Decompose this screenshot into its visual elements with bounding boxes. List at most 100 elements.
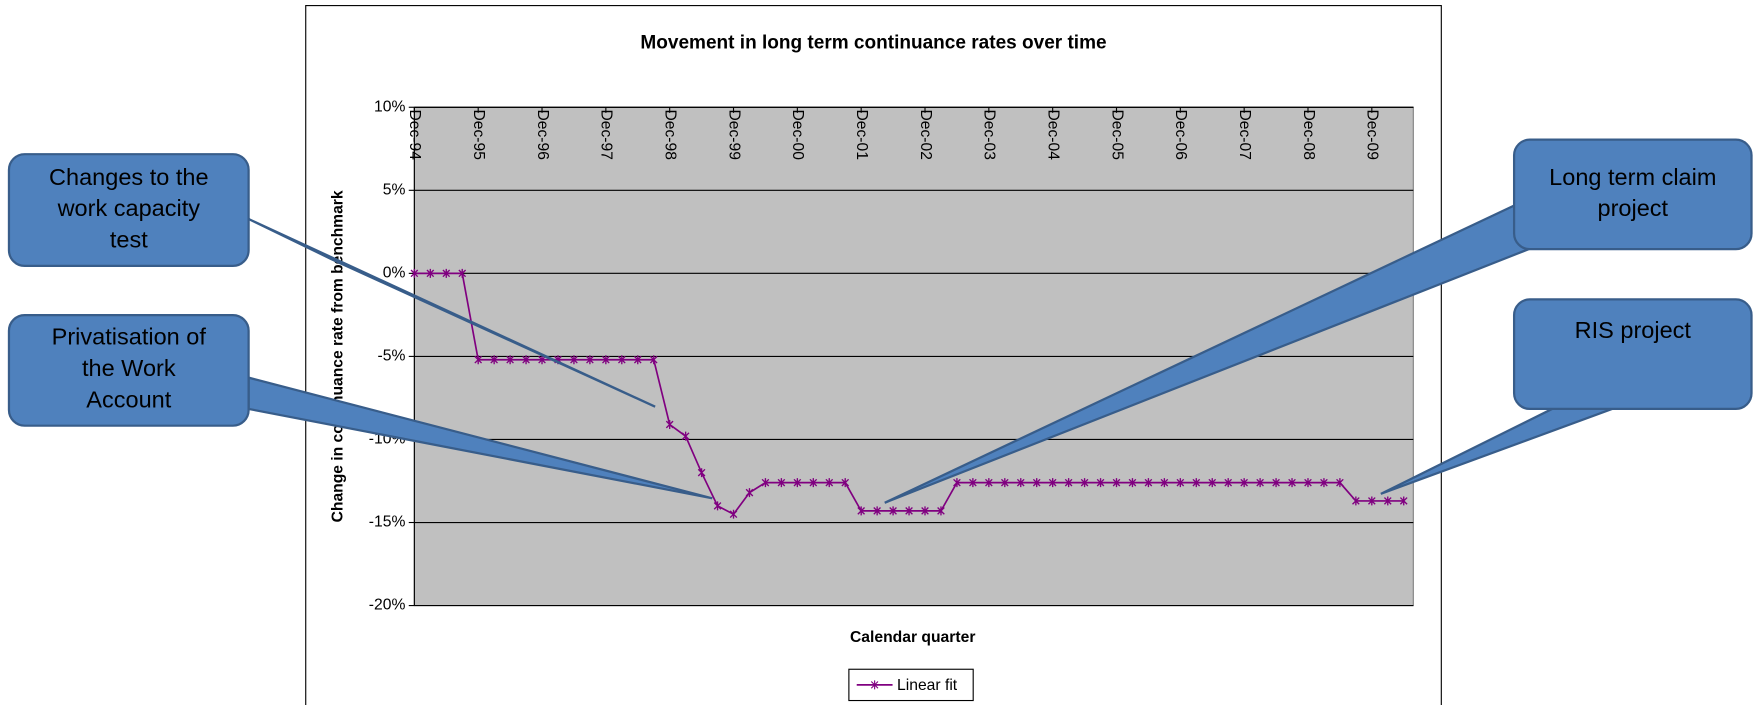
data-point [713, 501, 722, 511]
data-point [1367, 496, 1376, 506]
data-point [841, 478, 850, 488]
x-tick-label: Dec-04 [1045, 109, 1062, 160]
data-point [442, 268, 451, 278]
y-axis-label: Change in continuance rate from benchmar… [329, 190, 346, 522]
chart-title: Movement in long term continuance rates … [640, 33, 1106, 54]
legend-marker [870, 680, 879, 690]
data-point [522, 355, 530, 365]
y-tick-label: 10% [374, 98, 405, 115]
x-tick-label: Dec-00 [789, 109, 806, 160]
data-point [777, 478, 786, 488]
data-point [1399, 496, 1408, 506]
callout-box [1512, 138, 1753, 251]
data-point [506, 355, 514, 365]
data-point [570, 355, 578, 365]
data-point [665, 420, 674, 429]
callout-box [1512, 298, 1753, 411]
x-axis-label: Calendar quarter [850, 629, 975, 646]
data-point [697, 468, 706, 478]
data-point [1192, 478, 1201, 488]
data-point [1016, 478, 1025, 488]
x-tick-label: Dec-96 [534, 109, 551, 160]
x-tick-label: Dec-08 [1300, 109, 1317, 160]
data-point [1304, 478, 1312, 488]
data-point [1224, 478, 1233, 488]
callout-text: the Work [82, 355, 176, 381]
callout-text: Changes to the [49, 164, 208, 190]
data-point [793, 478, 802, 488]
legend-label: Linear fit [897, 677, 958, 694]
callout-text: RIS project [1575, 317, 1692, 343]
data-point [490, 355, 498, 365]
data-point [985, 478, 993, 488]
data-point [474, 355, 483, 365]
data-point [857, 506, 866, 516]
callout-text: project [1598, 195, 1669, 221]
data-point [1128, 478, 1137, 488]
data-point [1048, 478, 1057, 488]
x-tick-label: Dec-09 [1364, 109, 1381, 159]
data-point [873, 506, 881, 516]
data-point [1096, 478, 1105, 488]
data-point [1144, 478, 1153, 488]
callout-text: Account [86, 386, 171, 412]
data-point [1000, 478, 1009, 488]
data-point [681, 431, 690, 441]
data-point [1112, 478, 1121, 488]
data-point [617, 355, 626, 365]
data-point [921, 506, 929, 516]
data-point [1272, 478, 1280, 488]
callouts: Changes to the work capacity test Privatisa… [7, 138, 1753, 504]
callout-box [7, 153, 250, 268]
x-tick-label: Dec-02 [917, 109, 934, 159]
y-tick-label: -5% [378, 348, 406, 365]
data-point [1240, 478, 1248, 488]
data-point [410, 268, 419, 278]
x-tick-label: Dec-01 [853, 109, 870, 159]
x-tick-label: Dec-94 [406, 109, 423, 160]
data-point [633, 355, 642, 365]
x-tick-label: Dec-97 [598, 109, 615, 159]
data-point [937, 506, 945, 516]
data-point [1032, 478, 1041, 488]
data-point [649, 355, 658, 365]
data-point [602, 355, 610, 365]
data-point [953, 478, 961, 488]
x-tick-label: Dec-06 [1172, 109, 1189, 160]
data-point [426, 268, 435, 278]
x-tick-label: Dec-95 [470, 109, 487, 160]
data-point [761, 478, 770, 488]
callout-text: test [110, 227, 148, 253]
plot: -20%-15%-10%-5%0%5%10%Dec-94 Dec-95 Dec-96… [369, 98, 1414, 614]
data-point [1064, 478, 1073, 488]
callout-text: Privatisation of [52, 324, 207, 350]
data-point [1320, 478, 1328, 488]
y-tick-label: -15% [369, 514, 406, 531]
callout-pointer [248, 217, 656, 408]
data-point [458, 268, 467, 278]
data-point [1256, 478, 1264, 488]
x-tick-label: Dec-07 [1236, 109, 1253, 159]
data-point [1160, 478, 1169, 488]
data-point [889, 506, 897, 516]
y-tick-label: 5% [383, 181, 406, 198]
data-point [1383, 496, 1392, 506]
data-point [1176, 478, 1185, 488]
callout-box [7, 313, 250, 427]
y-tick-label: 0% [383, 265, 406, 282]
data-point [905, 506, 913, 516]
data-point [1080, 478, 1089, 488]
y-tick-label: -20% [369, 597, 406, 614]
callout-text: Long term claim [1549, 164, 1716, 190]
x-tick-label: Dec-03 [981, 109, 998, 160]
data-point [586, 355, 594, 365]
data-point [1288, 478, 1296, 488]
data-point [825, 478, 834, 488]
data-point [538, 355, 546, 365]
data-point [729, 509, 738, 519]
x-tick-label: Dec-05 [1108, 109, 1125, 160]
data-point [969, 478, 977, 488]
x-tick-label: Dec-98 [662, 109, 679, 160]
data-point [1336, 478, 1344, 488]
